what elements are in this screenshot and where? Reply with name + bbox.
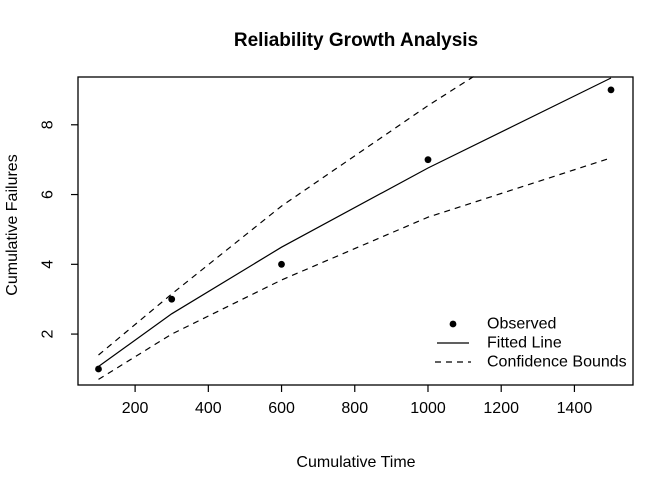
chart-title: Reliability Growth Analysis <box>234 30 478 51</box>
x-tick-label: 1200 <box>483 400 519 417</box>
y-tick-label: 8 <box>40 120 57 129</box>
upper-confidence-bound <box>98 76 475 356</box>
x-tick-label: 1000 <box>410 400 446 417</box>
legend-point-marker <box>449 320 457 328</box>
x-tick-label: 200 <box>122 400 149 417</box>
x-tick-label: 600 <box>268 400 295 417</box>
x-tick-label: 1400 <box>557 400 593 417</box>
y-tick-label: 6 <box>40 190 57 199</box>
x-axis-title: Cumulative Time <box>296 454 415 471</box>
plot-border <box>77 76 634 386</box>
observed-point <box>607 86 615 94</box>
legend-label-fitted-line: Fitted Line <box>487 335 562 352</box>
plot-area: 200 400 600 800 1000 1200 1400 2 4 6 8 <box>40 76 634 417</box>
x-tick-label: 400 <box>195 400 222 417</box>
legend-label-observed: Observed <box>487 316 556 333</box>
observed-point <box>168 295 176 303</box>
lower-confidence-bound <box>98 157 612 380</box>
x-tick-label: 800 <box>341 400 368 417</box>
legend-label-confidence-bounds: Confidence Bounds <box>487 354 627 371</box>
observed-point <box>424 156 432 164</box>
y-tick-label: 4 <box>40 260 57 269</box>
observed-point <box>95 365 102 373</box>
y-axis-title: Cumulative Failures <box>4 154 21 295</box>
observed-point <box>278 260 285 268</box>
y-tick-label: 2 <box>40 330 57 339</box>
fitted-line <box>98 77 612 367</box>
legend: Observed Fitted Line Confidence Bounds <box>435 316 627 371</box>
